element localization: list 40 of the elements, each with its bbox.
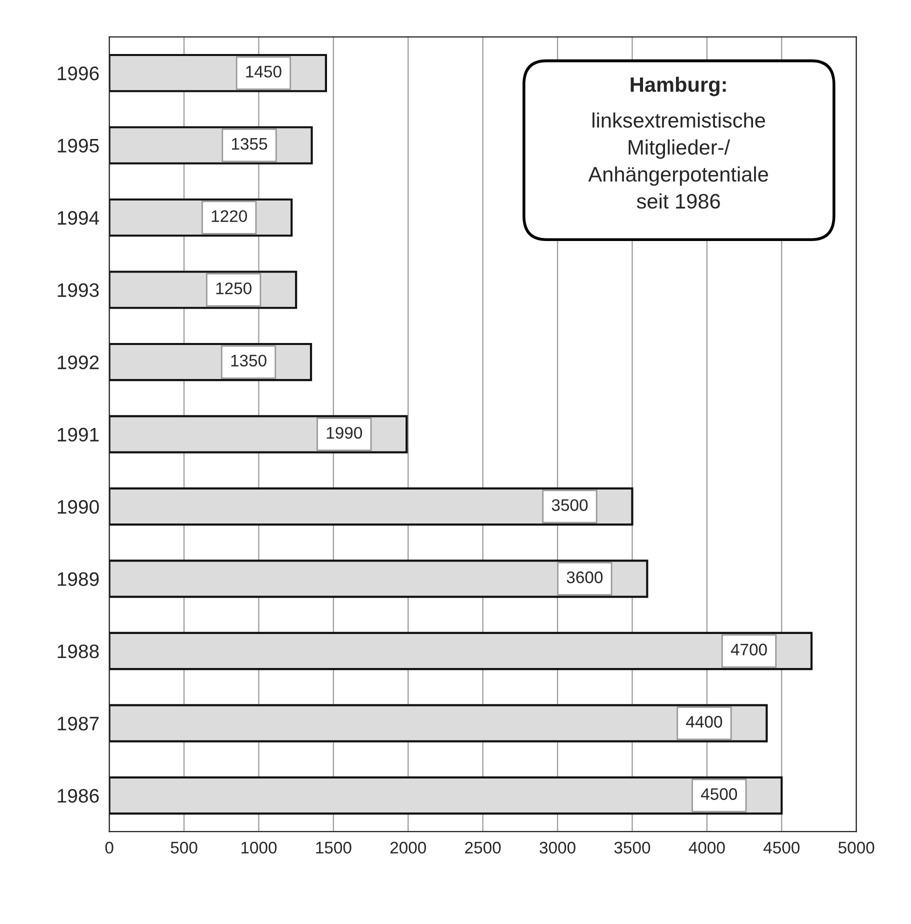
x-tick-label: 500 [170,842,198,854]
y-tick-label: 1994 [58,211,100,225]
y-tick-label: 1987 [58,716,99,730]
data-label: 1990 [326,426,362,439]
data-label: 1220 [212,210,247,222]
text: Hamburg: [630,76,726,96]
x-tick-label: 0 [105,842,114,854]
bar [109,632,813,670]
y-tick-label: 1989 [58,572,99,586]
data-label: 1350 [231,354,266,367]
data-label: 3600 [566,571,603,584]
data-label: 1250 [216,282,252,294]
x-tick-label: 1500 [316,842,352,854]
data-label: 3500 [552,499,588,511]
data-label: 1355 [232,138,268,150]
data-label: 4400 [686,716,722,728]
x-tick-label: 4500 [763,842,800,854]
y-tick-label: 1990 [58,500,99,514]
bar [109,776,783,815]
y-tick-label: 1995 [58,138,99,153]
y-tick-label: 1986 [58,788,99,803]
x-tick-label: 3000 [540,842,576,854]
x-tick-label: 1000 [241,842,277,854]
x-tick-label: 2000 [390,842,426,854]
y-tick-label: 1988 [58,644,99,658]
y-tick-label: 1993 [58,283,99,298]
y-tick-label: 1992 [58,356,99,370]
data-label: 4700 [730,644,767,656]
bar [109,487,634,526]
x-tick-label: 4000 [688,842,725,854]
data-label: 1450 [246,66,282,78]
x-tick-label: 3500 [614,842,650,854]
bar [109,560,648,598]
y-tick-label: 1996 [58,66,99,80]
y-tick-label: 1991 [58,428,99,442]
text: linksextremistische Mitglieder-/ Anhängerpotentiale seit 1986 [588,112,768,209]
x-tick-label: 2500 [465,842,501,854]
x-tick-label: 5000 [838,842,874,854]
bar [109,704,768,742]
data-label: 4500 [700,788,738,800]
